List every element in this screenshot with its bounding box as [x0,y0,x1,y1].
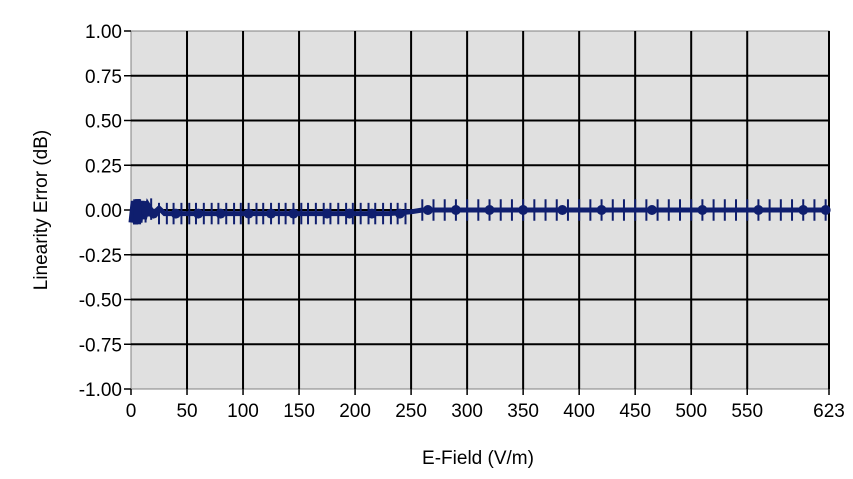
x-tick-label: 450 [619,401,651,422]
y-tick-label: -0.25 [79,246,122,267]
data-point [215,208,226,219]
x-tick-label: 400 [563,401,595,422]
x-tick-label: 550 [731,401,763,422]
data-point [596,205,607,215]
series-markers [130,199,831,225]
y-tick-label: 0.00 [85,201,122,222]
y-tick-label: -0.50 [79,291,122,312]
data-point [753,205,764,215]
y-tick-label: 0.75 [85,67,122,88]
data-point [798,205,809,215]
x-tick-label: 623 [813,401,845,422]
x-tick-label: 100 [227,401,259,422]
data-point [450,205,461,215]
data-point [243,208,254,219]
x-axis: 0 50 100 150 200 250 300 350 400 450 500 550 623 [126,389,845,422]
x-axis-label: E-Field (V/m) [422,448,534,469]
data-point [170,208,181,219]
data-point [366,208,377,219]
data-cluster [133,199,142,225]
series-line [128,198,829,225]
x-tick-label: 350 [507,401,539,422]
x-tick-label: 0 [126,401,137,422]
data-point [697,205,708,215]
data-point [193,208,204,219]
y-tick-label: -0.75 [79,335,122,356]
x-tick-label: 500 [675,401,707,422]
data-point [266,208,277,219]
x-tick-label: 150 [283,401,315,422]
y-tick-label: -1.00 [79,380,122,401]
data-point [422,205,433,215]
data-point [646,205,657,215]
data-point [344,208,355,219]
data-point [518,205,529,215]
y-axis-label: Linearity Error (dB) [31,130,52,291]
data-point [820,205,831,215]
data-point [148,208,159,219]
data-point [394,208,405,219]
x-tick-label: 200 [339,401,371,422]
data-point [557,205,568,215]
data-point [288,208,299,219]
x-tick-label: 50 [176,401,197,422]
x-tick-label: 250 [395,401,427,422]
y-tick-label: 0.25 [85,156,122,177]
x-tick-label: 300 [451,401,483,422]
data-point [484,205,495,215]
data-point [322,208,333,219]
y-axis: 1.00 0.75 0.50 0.25 0.00 -0.25 -0.50 -0.75 -1.00 [79,22,131,401]
y-tick-label: 0.50 [85,112,122,133]
y-tick-label: 1.00 [85,22,122,43]
